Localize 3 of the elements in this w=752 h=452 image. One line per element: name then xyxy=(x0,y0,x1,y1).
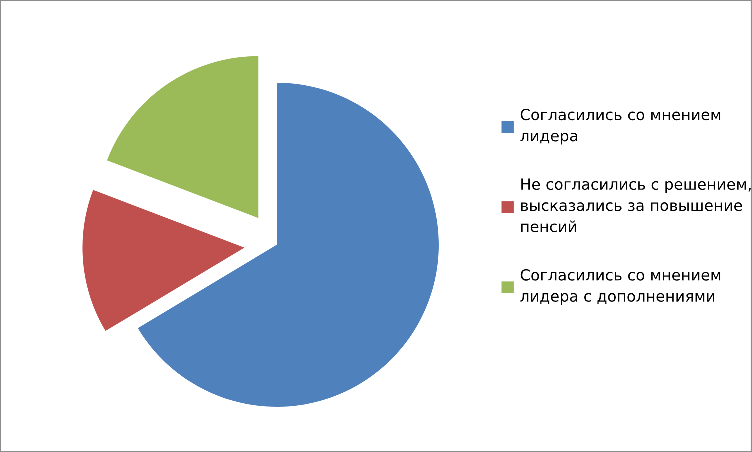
legend-label: Не согласились с решением, высказались за повышение пенсий xyxy=(521,178,751,232)
legend-label: Согласились со мнением лидера xyxy=(520,109,721,145)
legend-label: Согласились со мнением лидера с дополнениями xyxy=(520,269,721,306)
